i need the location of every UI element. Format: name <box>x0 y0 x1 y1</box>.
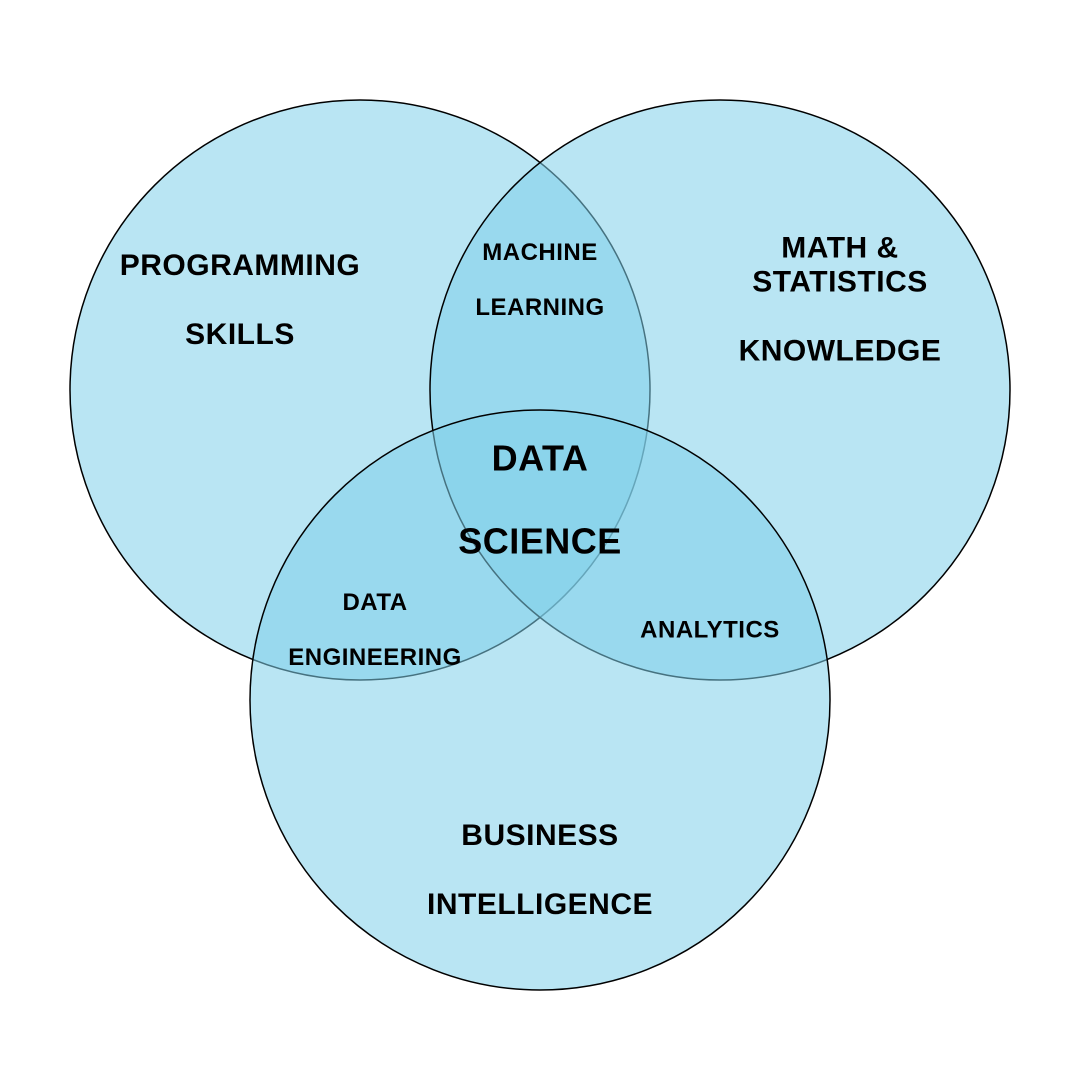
label-business-intelligence: BUSINESS INTELLIGENCE <box>427 784 653 957</box>
label-data-science: DATA SCIENCE <box>458 397 622 604</box>
label-data-engineering: DATA ENGINEERING <box>288 561 462 699</box>
label-machine-learning: MACHINE LEARNING <box>475 211 604 349</box>
label-math-statistics-knowledge: MATH & STATISTICS KNOWLEDGE <box>720 197 960 404</box>
label-analytics: ANALYTICS <box>640 589 780 672</box>
label-programming-skills: PROGRAMMING SKILLS <box>120 214 361 387</box>
venn-diagram: PROGRAMMING SKILLS MATH & STATISTICS KNO… <box>0 0 1080 1080</box>
